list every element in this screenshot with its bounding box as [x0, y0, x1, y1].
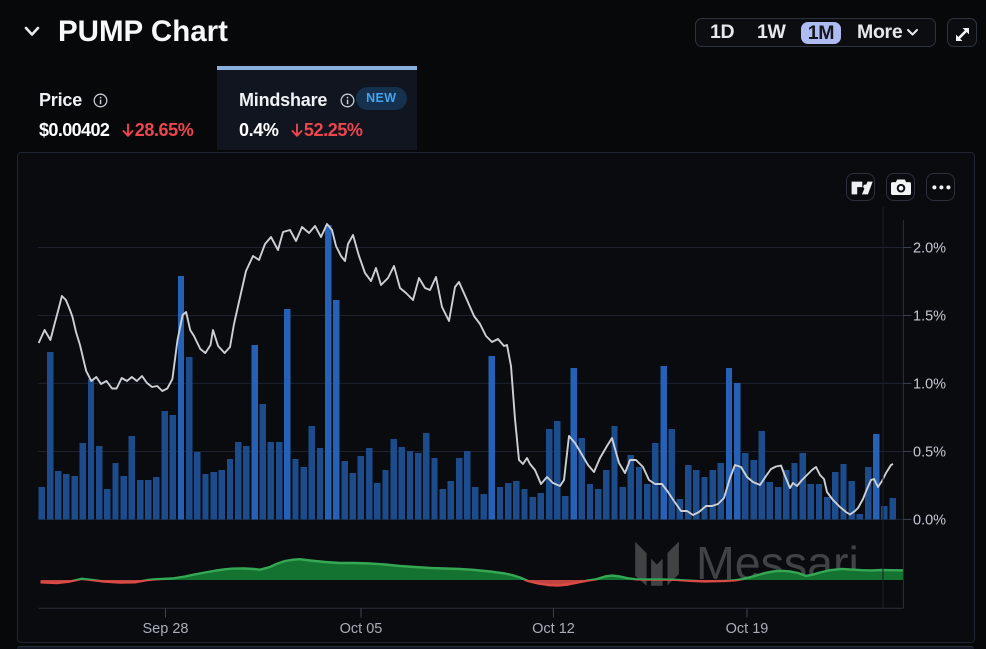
- svg-text:2.0%: 2.0%: [913, 241, 946, 257]
- svg-text:1.0%: 1.0%: [913, 376, 946, 392]
- svg-text:Sep 28: Sep 28: [143, 621, 189, 637]
- svg-text:Oct 12: Oct 12: [532, 621, 575, 637]
- svg-text:1.5%: 1.5%: [913, 309, 946, 325]
- svg-text:Oct 19: Oct 19: [726, 621, 769, 637]
- svg-text:0.5%: 0.5%: [913, 445, 946, 461]
- svg-text:Oct 05: Oct 05: [340, 621, 383, 637]
- svg-text:0.0%: 0.0%: [913, 512, 946, 528]
